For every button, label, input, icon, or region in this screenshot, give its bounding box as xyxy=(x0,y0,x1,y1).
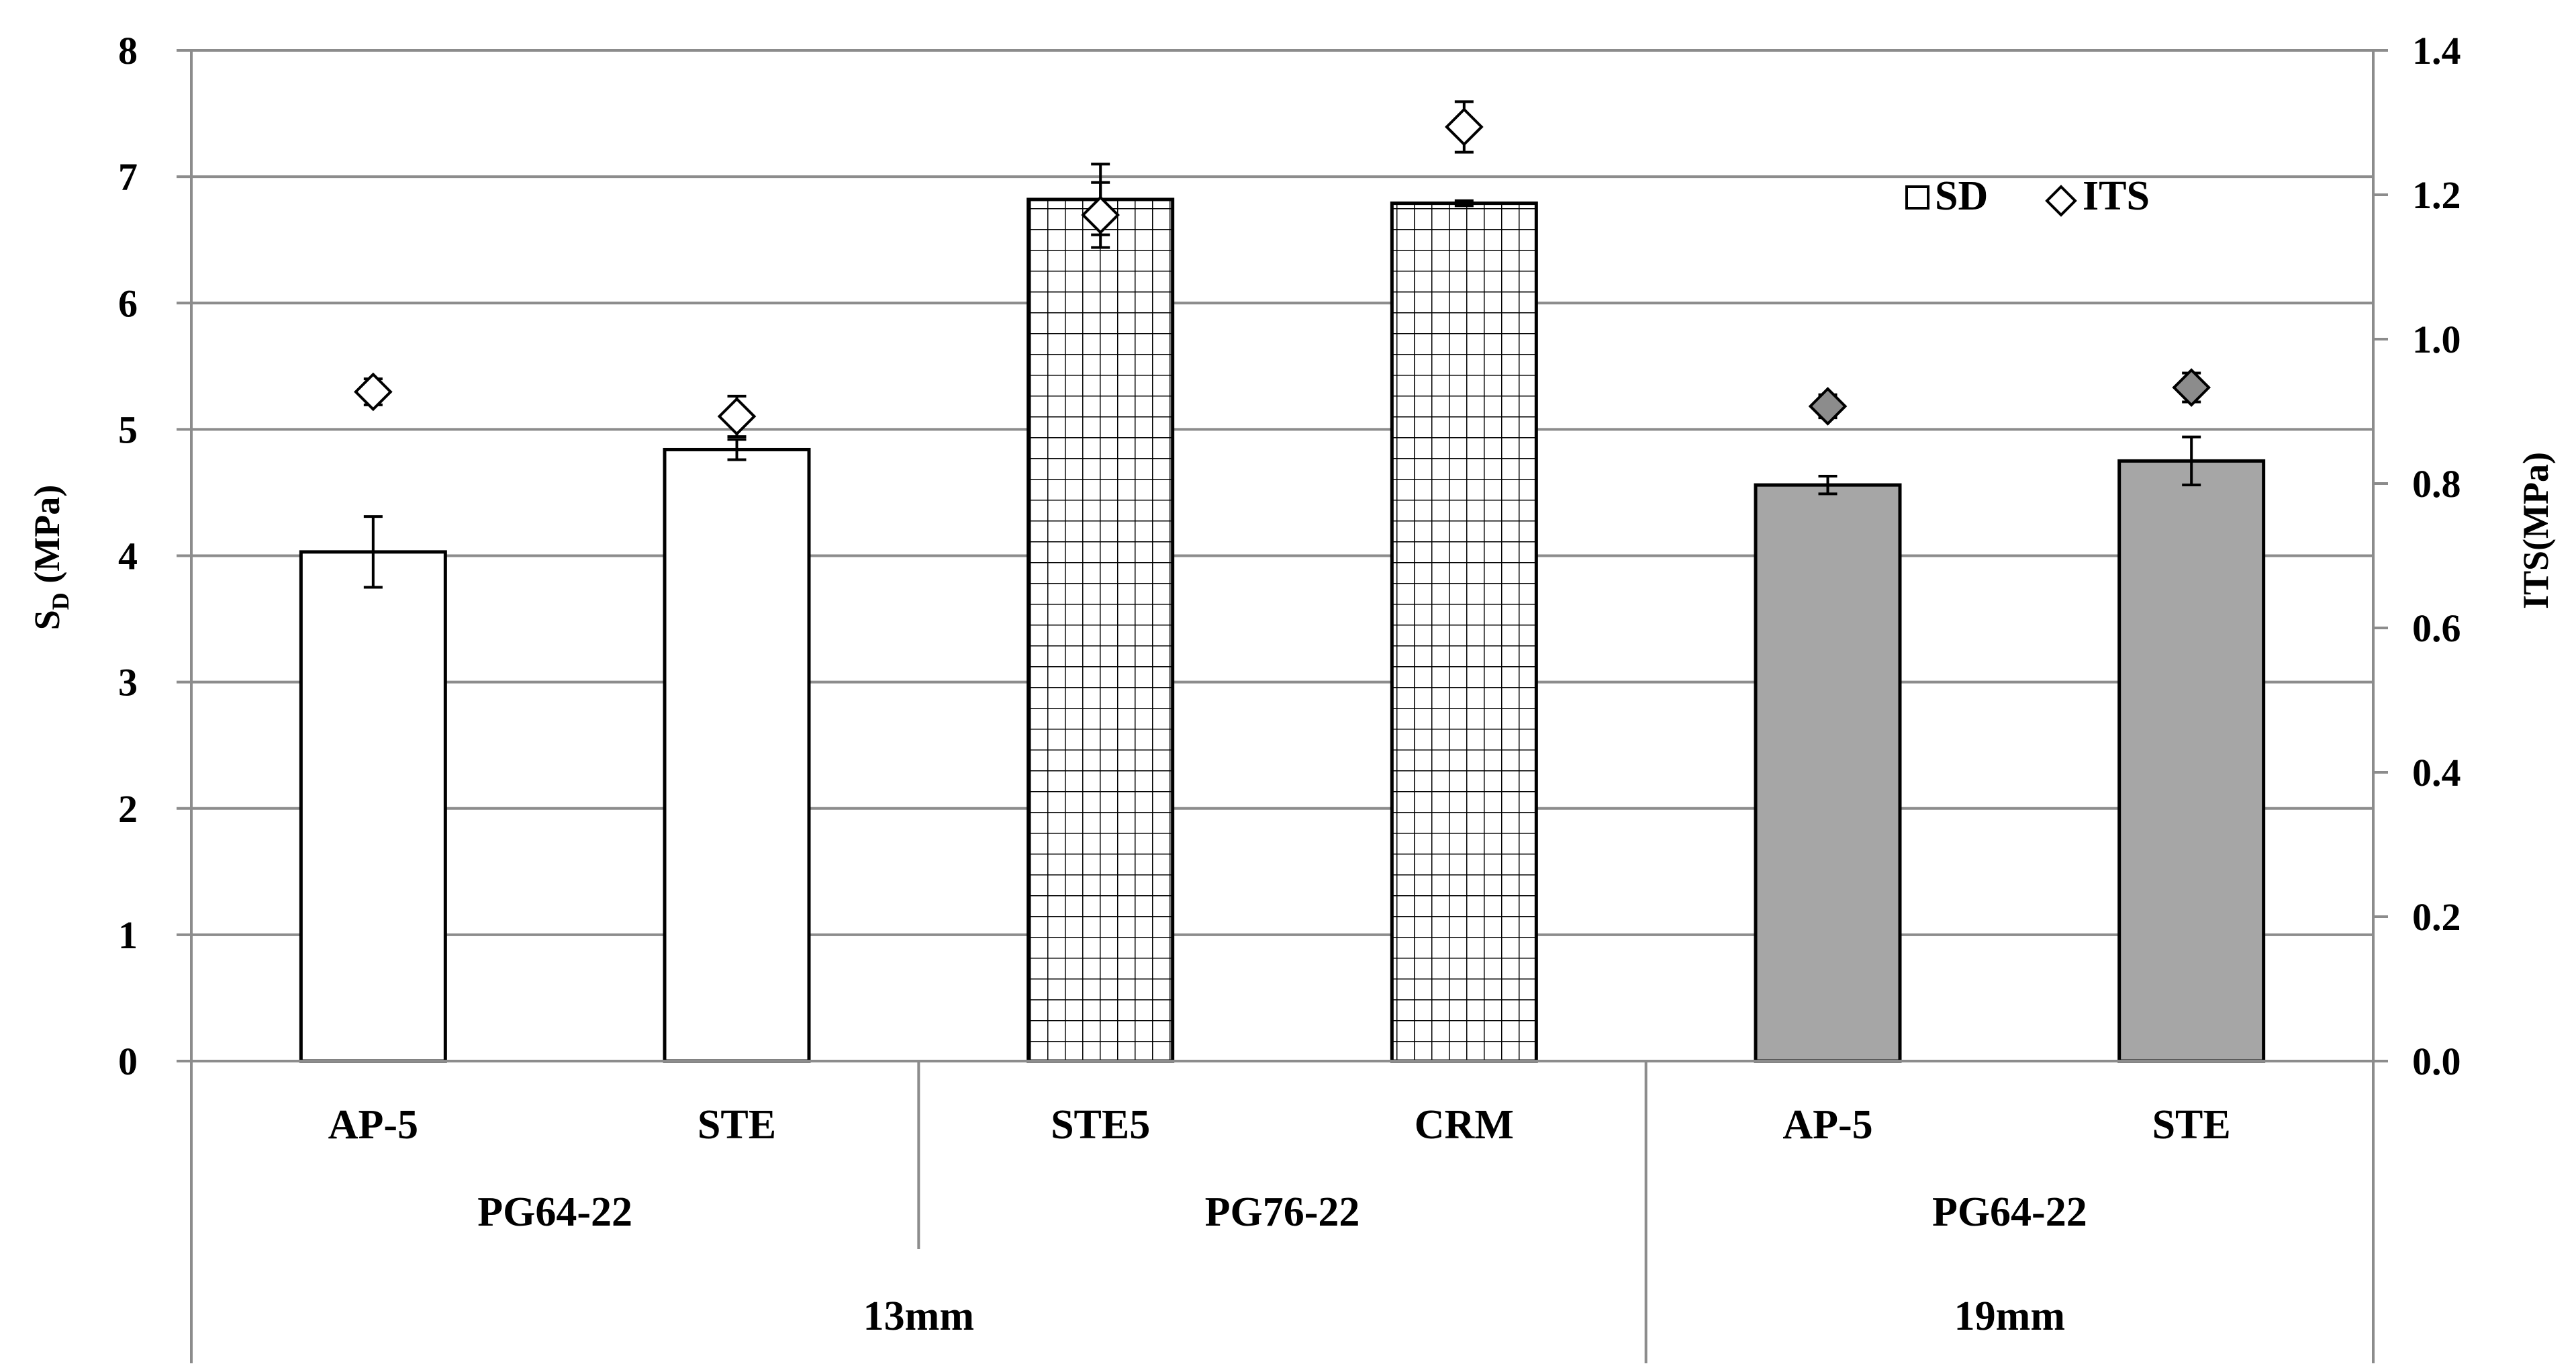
sd-bar-0 xyxy=(299,550,447,1063)
y-right-tick-label-4: 0.8 xyxy=(2412,462,2461,506)
y-right-tick-label-7: 1.4 xyxy=(2412,29,2461,73)
axes xyxy=(177,49,2388,1062)
gridlines xyxy=(191,49,2373,936)
category-label-1: STE xyxy=(698,1102,776,1148)
y-left-tick-label-0: 0 xyxy=(118,1040,138,1083)
category-label-4: AP-5 xyxy=(1782,1102,1872,1148)
error-bars xyxy=(363,163,2201,589)
legend-its-label: ITS xyxy=(2083,173,2150,219)
binder-group-label-1: PG76-22 xyxy=(1205,1189,1360,1235)
size-group-label-0: 13mm xyxy=(863,1293,974,1339)
category-label-5: STE xyxy=(2152,1102,2231,1148)
sd-bar-1 xyxy=(663,447,811,1063)
bars xyxy=(299,197,2266,1063)
binder-group-label-2: PG64-22 xyxy=(1932,1189,2087,1235)
its-marker-1 xyxy=(717,397,757,436)
binder-group-label-0: PG64-22 xyxy=(477,1189,632,1235)
y-left-tick-label-4: 4 xyxy=(118,535,138,578)
size-group-label-1: 19mm xyxy=(1954,1293,2065,1339)
y-right-axis-title: ITS(MPa) xyxy=(2516,452,2556,609)
its-marker-3 xyxy=(1445,107,1484,146)
legend-sd-swatch xyxy=(1905,185,1929,210)
y-left-tick-label-8: 8 xyxy=(118,29,138,73)
y-right-tick-label-2: 0.4 xyxy=(2412,751,2461,794)
its-marker-5 xyxy=(2172,368,2211,407)
its-markers xyxy=(354,100,2211,439)
category-label-0: AP-5 xyxy=(328,1102,418,1148)
legend-its-swatch xyxy=(2045,185,2077,217)
its-marker-0 xyxy=(354,372,393,412)
y-right-tick-label-5: 1.0 xyxy=(2412,318,2461,361)
y-right-tick-label-1: 0.2 xyxy=(2412,895,2461,939)
y-left-tick-label-1: 1 xyxy=(118,913,138,957)
y-left-tick-label-7: 7 xyxy=(118,155,138,199)
its-marker-2 xyxy=(1081,195,1120,234)
y-left-tick-label-2: 2 xyxy=(118,787,138,831)
tick-labels: 0 1 2 3 4 5 6 7 8 0.0 0.2 0.4 0.6 0.8 1.0 1.2 1.4 xyxy=(118,29,2461,1083)
category-axis: AP-5 STE STE5 CRM AP-5 STE PG64-22 PG76-22 PG64-… xyxy=(190,1061,2375,1363)
y-left-tick-label-5: 5 xyxy=(118,408,138,451)
sd-bar-5 xyxy=(2117,459,2266,1063)
sd-bar-4 xyxy=(1754,483,1902,1063)
y-left-tick-label-3: 3 xyxy=(118,661,138,704)
y-left-axis-title: SD (MPa) xyxy=(27,485,74,630)
y-right-tick-label-3: 0.6 xyxy=(2412,606,2461,650)
y-left-tick-label-6: 6 xyxy=(118,281,138,325)
category-label-2: STE5 xyxy=(1051,1102,1150,1148)
sd-bar-3 xyxy=(1390,201,1538,1063)
legend: SD ITS xyxy=(1905,173,2150,219)
y-right-tick-label-6: 1.2 xyxy=(2412,173,2461,217)
sd-bar-2 xyxy=(1027,197,1175,1063)
y-right-tick-label-0: 0.0 xyxy=(2412,1040,2461,1083)
category-label-3: CRM xyxy=(1415,1102,1514,1148)
its-marker-4 xyxy=(1808,387,1848,426)
legend-sd-label: SD xyxy=(1935,173,1988,219)
